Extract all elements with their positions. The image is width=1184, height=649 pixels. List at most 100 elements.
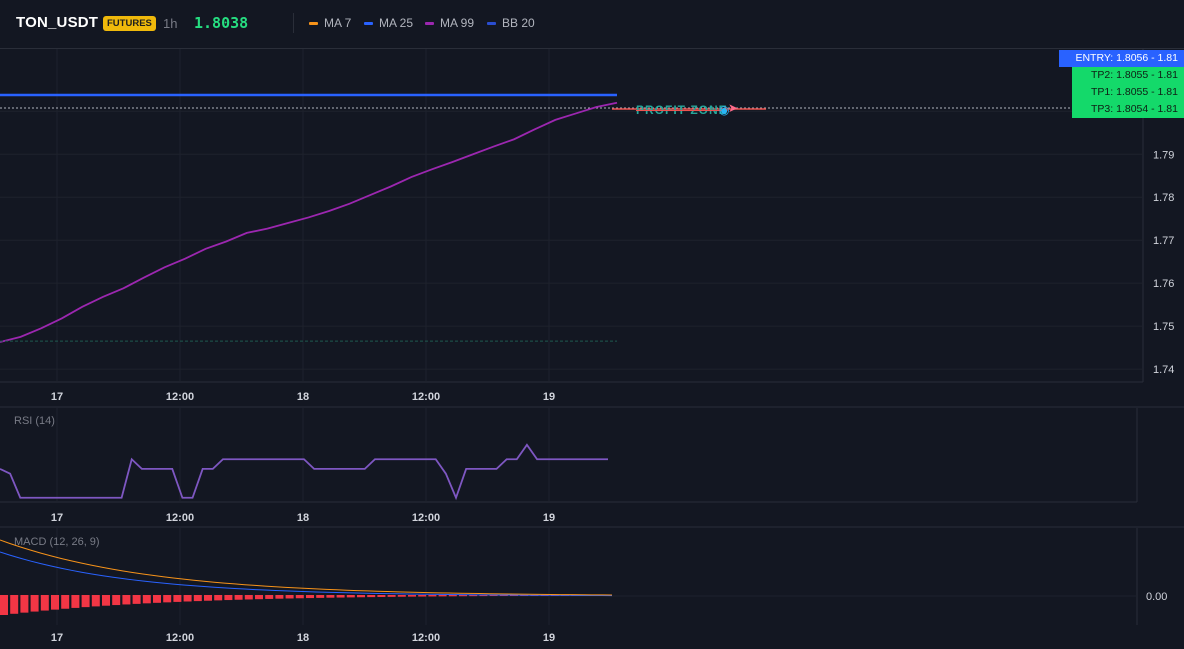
x-tick-label: 18 bbox=[297, 391, 309, 403]
rsi-line bbox=[0, 443, 608, 501]
series-ma-99 bbox=[0, 101, 618, 343]
macd-histogram-bar bbox=[489, 595, 498, 596]
legend-label: BB 20 bbox=[502, 16, 535, 30]
macd-histogram-bar bbox=[306, 595, 314, 599]
macd-histogram-bar bbox=[234, 595, 243, 600]
macd-histogram-bar bbox=[275, 595, 284, 599]
macd-histogram-bar bbox=[479, 595, 488, 597]
macd-histogram-bar bbox=[459, 595, 467, 597]
y-tick-label: 1.75 bbox=[1153, 321, 1174, 333]
macd-histogram-bar bbox=[418, 595, 427, 597]
macd-line bbox=[0, 551, 613, 597]
macd-histogram-bar bbox=[448, 595, 457, 597]
macd-histogram-bar bbox=[469, 595, 478, 597]
x-tick-label: 18 bbox=[297, 632, 309, 644]
ma99-swatch bbox=[425, 22, 434, 26]
chart-header: TON_USDT FUTURES 1h 1.8038 MA 7 MA 25 MA… bbox=[0, 0, 1184, 49]
macd-histogram-bar bbox=[20, 595, 29, 613]
x-tick-label: 19 bbox=[543, 391, 555, 403]
x-tick-label: 17 bbox=[51, 632, 63, 644]
ma25-swatch bbox=[364, 22, 373, 26]
legend-item-bb20[interactable]: BB 20 bbox=[487, 16, 535, 30]
rocket-icon: ➤ bbox=[728, 101, 739, 115]
macd-histogram-bar bbox=[367, 595, 376, 598]
legend-item-ma25[interactable]: MA 25 bbox=[364, 16, 413, 30]
entry-price-tag[interactable]: ENTRY: 1.8056 - 1.81 bbox=[1059, 50, 1184, 67]
x-tick-label: 17 bbox=[51, 512, 63, 524]
macd-histogram-bar bbox=[377, 595, 386, 597]
macd-histogram-bar bbox=[91, 595, 100, 607]
tp2-price-tag[interactable]: TP2: 1.8055 - 1.81 bbox=[1072, 67, 1184, 84]
macd-histogram-bar bbox=[183, 595, 192, 602]
tp3-price-tag[interactable]: TP3: 1.8054 - 1.81 bbox=[1072, 101, 1184, 118]
last-price: 1.8038 bbox=[194, 14, 249, 32]
macd-histogram-bar bbox=[387, 595, 396, 597]
macd-histogram-bar bbox=[285, 595, 294, 599]
macd-histogram-bar bbox=[346, 595, 355, 598]
macd-histogram-bar bbox=[357, 595, 365, 598]
profit-zone-label[interactable]: PROFIT ZONE bbox=[636, 103, 728, 117]
macd-histogram-bar bbox=[193, 595, 202, 602]
x-tick-label: 12:00 bbox=[166, 632, 194, 644]
chart-axes: 17 17 17 12:00 12:00 12:00 18 18 18 12:00 12:00 12:… bbox=[51, 106, 1175, 644]
chart-grid bbox=[0, 49, 1184, 625]
x-tick-label: 19 bbox=[543, 512, 555, 524]
macd-histogram-bar bbox=[244, 595, 253, 600]
macd-histogram-bar bbox=[40, 595, 49, 611]
macd-histogram-bar bbox=[10, 595, 19, 614]
macd-histogram-bar bbox=[81, 595, 90, 608]
y-tick-label: 1.78 bbox=[1153, 192, 1174, 204]
macd-pane-label[interactable]: MACD (12, 26, 9) bbox=[14, 536, 100, 548]
x-tick-label: 19 bbox=[543, 632, 555, 644]
legend-label: MA 99 bbox=[440, 16, 475, 30]
legend-item-ma7[interactable]: MA 7 bbox=[309, 16, 351, 30]
legend-item-ma99[interactable]: MA 99 bbox=[425, 16, 474, 30]
macd-histogram-bar bbox=[122, 595, 131, 605]
legend-label: MA 7 bbox=[324, 16, 352, 30]
macd-histogram-bar bbox=[132, 595, 141, 604]
macd-histogram-bar bbox=[408, 595, 416, 597]
x-tick-label: 12:00 bbox=[166, 391, 194, 403]
macd-histogram-bar bbox=[142, 595, 151, 604]
signal-line bbox=[0, 539, 613, 596]
y-tick-label: 1.74 bbox=[1153, 364, 1174, 376]
interval-selector[interactable]: 1h bbox=[163, 16, 178, 31]
y-tick-label: 1.77 bbox=[1153, 235, 1174, 247]
bb20-swatch bbox=[487, 22, 496, 26]
macd-histogram-bar bbox=[224, 595, 233, 601]
macd-histogram-bar bbox=[397, 595, 406, 597]
ma7-swatch bbox=[309, 22, 318, 26]
y-tick-label: 0.00 bbox=[1146, 591, 1167, 603]
macd-histogram-bar bbox=[438, 595, 447, 597]
macd-histogram-bar bbox=[112, 595, 121, 606]
macd-histogram-bar bbox=[214, 595, 223, 601]
market-badge: FUTURES bbox=[103, 16, 156, 31]
macd-pane[interactable] bbox=[0, 539, 1137, 615]
macd-histogram-bar bbox=[336, 595, 345, 598]
x-tick-label: 12:00 bbox=[166, 512, 194, 524]
macd-histogram-bar bbox=[326, 595, 335, 598]
macd-histogram-bar bbox=[265, 595, 274, 599]
x-tick-label: 12:00 bbox=[412, 632, 440, 644]
macd-histogram-bar bbox=[0, 595, 8, 615]
y-tick-label: 1.76 bbox=[1153, 278, 1174, 290]
macd-histogram-bar bbox=[71, 595, 80, 608]
x-tick-label: 18 bbox=[297, 512, 309, 524]
macd-histogram-bar bbox=[163, 595, 172, 603]
x-tick-label: 12:00 bbox=[412, 391, 440, 403]
macd-histogram-bar bbox=[316, 595, 325, 598]
x-tick-label: 17 bbox=[51, 391, 63, 403]
macd-histogram-bar bbox=[61, 595, 70, 609]
blue-shield-icon: ◉ bbox=[719, 103, 730, 117]
symbol-name[interactable]: TON_USDT bbox=[16, 14, 99, 31]
macd-histogram-bar bbox=[102, 595, 110, 606]
macd-histogram-bar bbox=[255, 595, 263, 600]
y-tick-label: 1.79 bbox=[1153, 149, 1174, 161]
price-pane[interactable] bbox=[0, 93, 1072, 343]
macd-histogram-bar bbox=[51, 595, 59, 610]
rsi-pane-label[interactable]: RSI (14) bbox=[14, 415, 55, 427]
macd-histogram-bar bbox=[204, 595, 212, 601]
tp1-price-tag[interactable]: TP1: 1.8055 - 1.81 bbox=[1072, 84, 1184, 101]
rsi-pane[interactable] bbox=[0, 443, 608, 501]
